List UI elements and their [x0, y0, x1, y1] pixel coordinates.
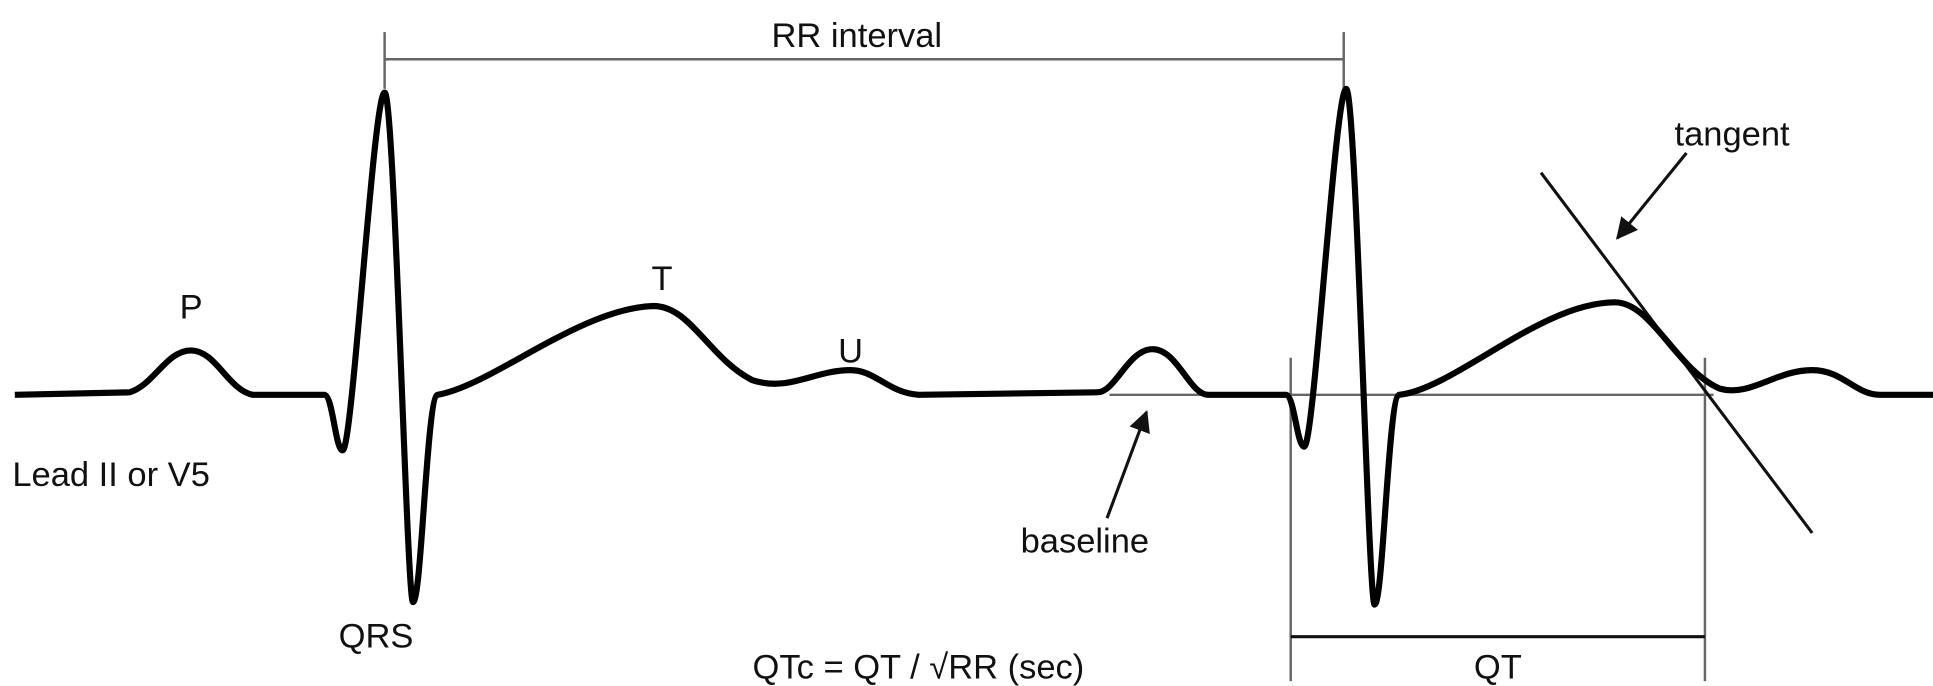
- ecg-trace: [14, 85, 1933, 608]
- qt-label: QT: [1474, 649, 1522, 686]
- p-label: P: [180, 288, 203, 326]
- baseline-label: baseline: [1021, 523, 1150, 561]
- qrs-label: QRS: [339, 618, 414, 656]
- lead-label: Lead II or V5: [12, 456, 210, 494]
- formula: QTc = QT / √RR (sec): [753, 649, 1085, 686]
- tangent-arrow: [1616, 152, 1688, 240]
- baseline-arrow: [1105, 410, 1150, 519]
- u-label: U: [838, 333, 863, 371]
- t-label: T: [651, 260, 672, 298]
- tangent-label: tangent: [1674, 116, 1790, 154]
- rr-label: RR interval: [771, 17, 942, 55]
